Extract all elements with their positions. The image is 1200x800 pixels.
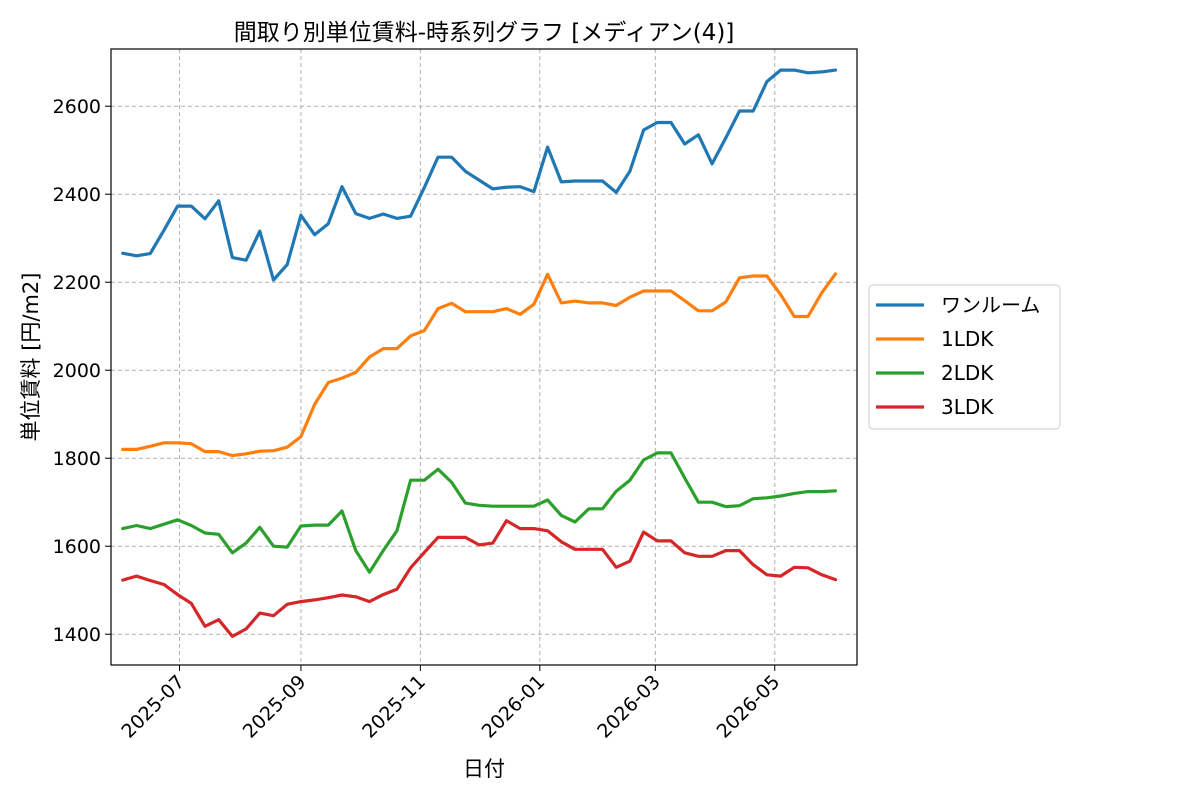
legend-box <box>868 284 1061 430</box>
y-tick-label: 2200 <box>53 272 101 294</box>
legend: ワンルーム 1LDK 2LDK 3LDK <box>868 284 1061 430</box>
legend-label-1: ワンルーム <box>941 293 1040 317</box>
chart-title: 間取り別単位賃料-時系列グラフ [メディアン(4)] <box>234 20 735 46</box>
series-lines <box>121 68 838 639</box>
y-axis-label: 単位賃料 [円/m2] <box>19 273 43 442</box>
series-line-2 <box>121 272 838 458</box>
grid <box>111 49 857 665</box>
series-line-3 <box>121 451 838 574</box>
legend-label-2: 1LDK <box>941 327 994 351</box>
y-tick-label: 2000 <box>53 360 101 382</box>
y-tick-label: 1400 <box>53 624 101 646</box>
y-tick-label: 1800 <box>53 448 101 470</box>
legend-label-4: 3LDK <box>941 395 994 419</box>
plot-frame <box>110 48 858 666</box>
x-axis-label: 日付 <box>463 757 505 781</box>
y-tick-label: 2400 <box>53 184 101 206</box>
y-tick-label: 1600 <box>53 536 101 558</box>
series-line-1 <box>121 68 838 282</box>
y-axis-ticks: 1400 1600 1800 2000 2200 2400 2600 <box>53 96 111 646</box>
series-line-4 <box>121 519 838 639</box>
legend-label-3: 2LDK <box>941 361 994 385</box>
y-tick-label: 2600 <box>53 96 101 118</box>
